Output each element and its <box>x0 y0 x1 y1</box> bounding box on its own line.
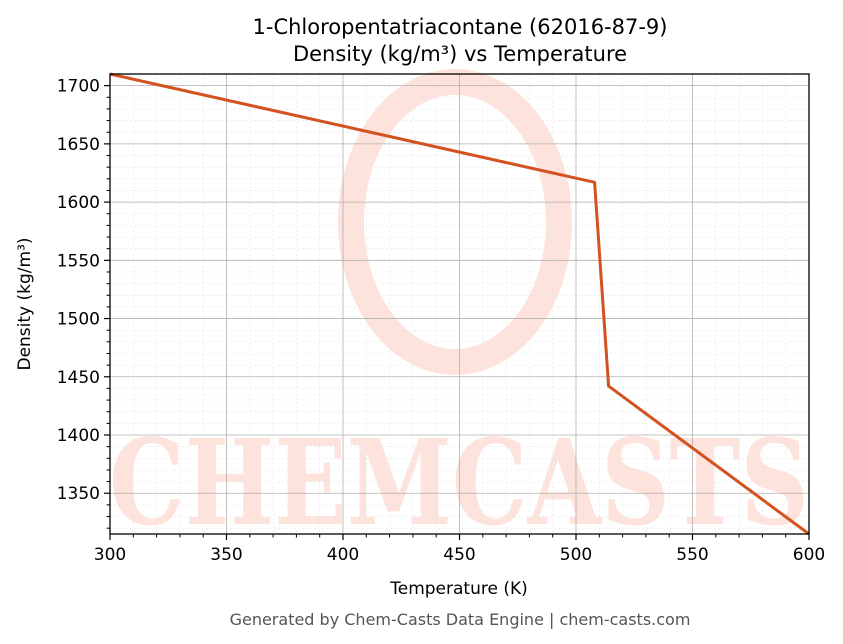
series-layer <box>109 72 810 536</box>
y-tick-label: 1700 <box>57 77 100 97</box>
y-axis-label: Density (kg/m³) <box>15 237 35 370</box>
watermark-logo-ring <box>338 69 572 375</box>
y-axis: 1350 1400 1450 1500 1550 1600 1650 1700 <box>57 77 110 529</box>
y-tick-label: 1450 <box>57 368 100 388</box>
y-tick-label: 1400 <box>57 426 100 446</box>
watermark-text: CHEMCASTS <box>109 413 809 552</box>
x-tick-label: 600 <box>793 545 825 565</box>
y-tick-label: 1550 <box>57 251 100 271</box>
x-tick-label: 500 <box>560 545 592 565</box>
chart-subtitle: Density (kg/m³) vs Temperature <box>293 42 627 66</box>
x-tick-label: 550 <box>676 545 708 565</box>
x-tick-label: 300 <box>94 545 126 565</box>
y-tick-label: 1350 <box>57 484 100 504</box>
y-tick-label: 1650 <box>57 135 100 155</box>
y-tick-label: 1600 <box>57 193 100 213</box>
y-tick-label: 1500 <box>57 310 100 330</box>
x-axis: 300 350 400 450 500 550 600 <box>94 534 825 565</box>
x-axis-label: Temperature (K) <box>389 579 528 599</box>
chart-title: 1-Chloropentatriacontane (62016-87-9) <box>253 15 668 39</box>
x-tick-label: 400 <box>327 545 359 565</box>
series-line <box>109 72 810 536</box>
footer-credit: Generated by Chem-Casts Data Engine | ch… <box>230 610 691 629</box>
x-tick-label: 450 <box>443 545 475 565</box>
x-tick-label: 350 <box>210 545 242 565</box>
